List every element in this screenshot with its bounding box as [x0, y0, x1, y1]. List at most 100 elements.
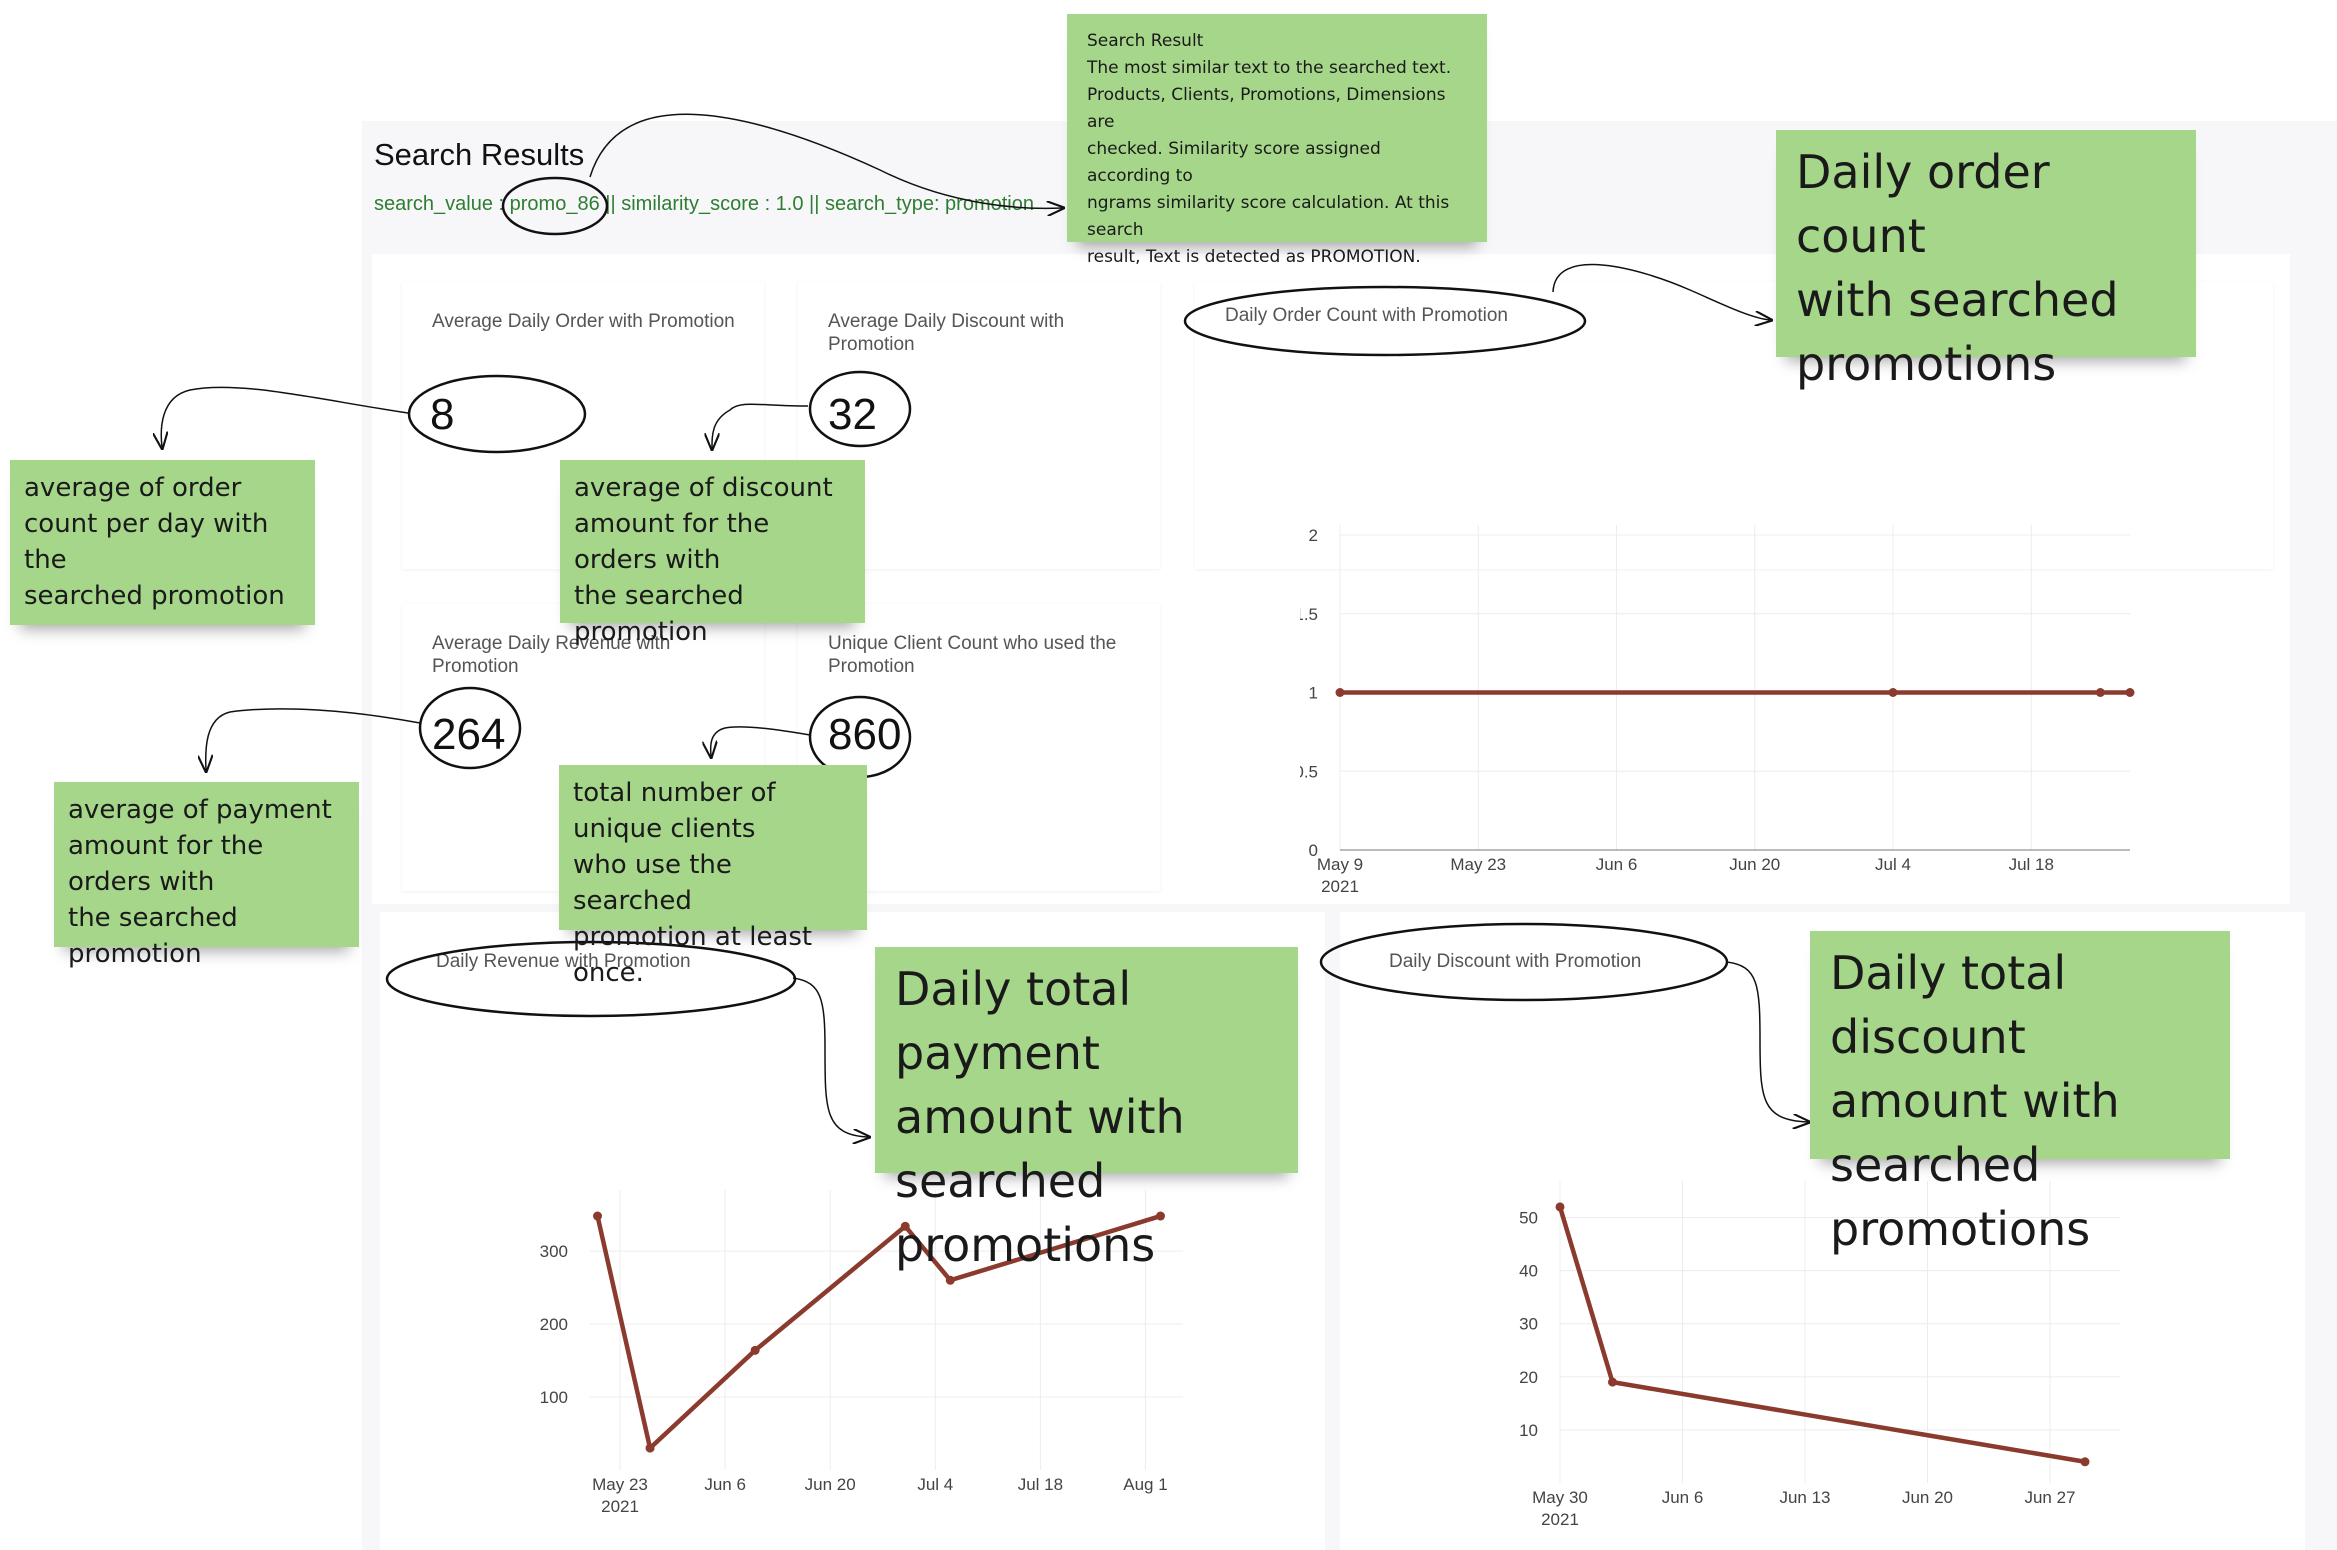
search-meta: || similarity_score : 1.0 || search_type… — [605, 193, 1034, 215]
y-tick-label: 0.5 — [1300, 762, 1318, 781]
data-point — [1608, 1377, 1617, 1387]
note-line: Daily order count — [1796, 145, 2050, 263]
note-line: Daily total discount — [1830, 946, 2067, 1064]
x-tick-label: Jul 4 — [1875, 855, 1911, 874]
daily-payment-note: Daily total payment amount with searched… — [875, 947, 1298, 1272]
note-line: The most similar text to the searched te… — [1087, 58, 1452, 78]
note-line: with searched — [1796, 273, 2119, 327]
x-tick-label: Jun 27 — [2024, 1488, 2075, 1507]
data-point — [2125, 688, 2135, 697]
card-title: Average Daily Discount with Promotion — [828, 311, 1065, 355]
search-info-note: Search Result The most similar text to t… — [1067, 14, 1487, 267]
note-line: promotions — [1796, 337, 2057, 391]
x-tick-label: May 23 — [1450, 855, 1506, 874]
note-line: Daily total payment — [895, 962, 1132, 1080]
chart-title-order-count: Daily Order Count with Promotion — [1225, 305, 1508, 326]
data-point — [1335, 688, 1345, 697]
x-tick-label: Jun 6 — [704, 1475, 746, 1494]
note-line: promotion at least once. — [573, 922, 813, 988]
avg-payment-note: average of payment amount for the orders… — [54, 782, 359, 969]
x-tick-year: 2021 — [601, 1497, 639, 1516]
x-tick-label: Jun 20 — [1902, 1488, 1953, 1507]
kpi-value: 860 — [828, 710, 902, 759]
chart-title-discount: Daily Discount with Promotion — [1389, 951, 1642, 972]
note-line: average of order — [24, 473, 242, 503]
card-title: Average Daily Order with Promotion — [432, 311, 735, 332]
daily-order-note: Daily order count with searched promotio… — [1776, 130, 2196, 391]
note-line: searched promotions — [895, 1154, 1156, 1272]
card-title: Average Daily Revenue with Promotion — [432, 633, 671, 677]
note-line: average of discount — [574, 473, 833, 503]
note-line: checked. Similarity score assigned accor… — [1087, 139, 1381, 186]
y-tick-label: 300 — [540, 1242, 568, 1261]
avg-order-note: average of order count per day with the … — [10, 460, 315, 625]
avg-discount-note: average of discount amount for the order… — [560, 460, 865, 647]
y-tick-label: 10 — [1519, 1421, 1538, 1440]
x-tick-label: Jun 6 — [1662, 1488, 1704, 1507]
unique-clients-note: total number of unique clients who use t… — [559, 765, 867, 988]
kpi-value: 264 — [432, 710, 506, 759]
data-point — [900, 1221, 910, 1231]
data-point — [2080, 1457, 2090, 1467]
note-line: who use the searched — [573, 850, 732, 916]
x-tick-label: Jun 6 — [1596, 855, 1638, 874]
note-line: the searched promotion — [68, 903, 238, 969]
data-point — [1888, 688, 1898, 697]
page-title: Search Results — [374, 137, 585, 172]
y-tick-label: 2 — [1309, 526, 1318, 545]
card-title: Unique Client Count who used the Promoti… — [828, 633, 1117, 677]
note-line: amount with — [895, 1090, 1185, 1144]
note-line: average of payment — [68, 795, 332, 825]
y-tick-label: 40 — [1519, 1262, 1538, 1281]
note-line: result, Text is detected as PROMOTION. — [1087, 247, 1421, 267]
discount-chart: May 30 2021 Jun 6 Jun 13 Jun 20 Jun 27 10 20 30 4… — [1519, 1181, 2120, 1529]
search-value-label: search_value : — [374, 193, 505, 215]
order-count-chart: May 9 2021 May 23 Jun 6 Jun 20 Jul 4 Jul 18 0 0.… — [1300, 525, 2135, 896]
y-tick-label: 50 — [1519, 1209, 1538, 1228]
note-line: amount for the orders with — [574, 509, 770, 575]
data-point — [2095, 688, 2105, 697]
note-line: total number of unique clients — [573, 778, 776, 844]
y-tick-label: 200 — [540, 1315, 568, 1334]
data-point — [593, 1211, 603, 1221]
data-point — [1155, 1211, 1165, 1221]
note-line: count per day with the — [24, 509, 269, 575]
note-line: searched promotion — [24, 581, 285, 611]
note-line: Search Result — [1087, 31, 1204, 51]
kpi-value: 8 — [430, 390, 455, 439]
note-line: amount with — [1830, 1074, 2120, 1128]
data-point — [1555, 1202, 1565, 1212]
x-tick-label: Jul 18 — [1018, 1475, 1063, 1494]
note-line: ngrams similarity score calculation. At … — [1087, 193, 1450, 240]
x-tick-year: 2021 — [1321, 877, 1359, 896]
x-tick-label: Jun 20 — [1729, 855, 1780, 874]
revenue-chart: May 23 2021 Jun 6 Jun 20 Jul 4 Jul 18 Aug 1 100… — [540, 1190, 1183, 1516]
x-tick-label: Jul 18 — [2009, 855, 2054, 874]
search-value: promo_86 — [509, 193, 600, 215]
data-point — [945, 1275, 955, 1285]
x-tick-label: May 23 — [592, 1475, 648, 1494]
x-tick-label: Jun 13 — [1779, 1488, 1830, 1507]
y-tick-label: 1.5 — [1300, 605, 1318, 624]
x-tick-label: Jun 20 — [805, 1475, 856, 1494]
x-tick-label: May 9 — [1317, 855, 1363, 874]
daily-discount-note: Daily total discount amount with searche… — [1810, 931, 2230, 1256]
kpi-value: 32 — [828, 390, 877, 439]
y-tick-label: 30 — [1519, 1315, 1538, 1334]
data-point — [750, 1345, 760, 1355]
note-line: the searched promotion — [574, 581, 744, 647]
x-tick-year: 2021 — [1541, 1510, 1579, 1529]
series-line — [595, 1213, 1162, 1451]
x-tick-label: May 30 — [1532, 1488, 1588, 1507]
x-tick-label: Jul 4 — [917, 1475, 953, 1494]
note-line: amount for the orders with — [68, 831, 264, 897]
y-tick-label: 1 — [1309, 684, 1318, 703]
y-tick-label: 100 — [540, 1388, 568, 1407]
data-point — [645, 1443, 655, 1453]
note-line: searched promotions — [1830, 1138, 2091, 1256]
y-tick-label: 0 — [1309, 841, 1318, 860]
note-line: Products, Clients, Promotions, Dimension… — [1087, 85, 1446, 132]
x-tick-label: Aug 1 — [1123, 1475, 1167, 1494]
y-tick-label: 20 — [1519, 1368, 1538, 1387]
search-summary: search_value : promo_86 || similarity_sc… — [374, 193, 1034, 216]
